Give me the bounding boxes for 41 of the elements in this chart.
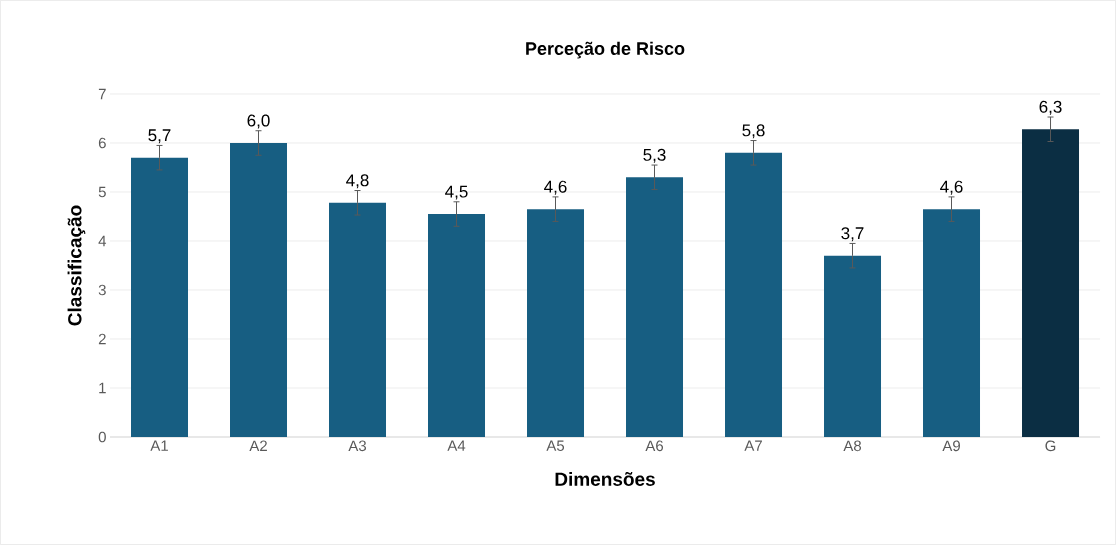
bar xyxy=(725,152,783,437)
data-label: 4,5 xyxy=(445,185,468,200)
bar xyxy=(230,143,287,437)
bar xyxy=(923,209,981,437)
bar xyxy=(626,177,684,437)
x-tick-label: A7 xyxy=(744,440,762,451)
y-tick-label: 1 xyxy=(99,382,106,394)
data-label: 6,3 xyxy=(1039,100,1062,115)
x-tick-label: A3 xyxy=(348,440,367,452)
data-label: 3,7 xyxy=(841,227,864,242)
data-label: 5,8 xyxy=(742,124,765,139)
x-tick-label: A1 xyxy=(150,440,168,451)
data-label: 6,0 xyxy=(247,114,270,129)
y-tick-label: 7 xyxy=(98,88,106,100)
data-label: 4,8 xyxy=(346,174,369,189)
y-tick-label: 0 xyxy=(98,431,106,443)
bar xyxy=(824,255,882,437)
bar xyxy=(329,202,386,437)
bar xyxy=(527,209,585,437)
chart-title: Perceção de Risco xyxy=(526,41,685,59)
x-tick-label: A6 xyxy=(645,440,664,452)
data-label: 5,7 xyxy=(148,129,171,144)
x-tick-label: A4 xyxy=(447,440,466,451)
x-tick-label: A2 xyxy=(249,440,267,451)
bar xyxy=(428,214,486,437)
data-label: 4,6 xyxy=(940,180,963,195)
y-tick-label: 4 xyxy=(98,235,107,247)
y-tick-label: 6 xyxy=(98,137,106,149)
data-label: 4,6 xyxy=(544,180,567,195)
x-tick-label: A9 xyxy=(942,440,960,452)
y-tick-label: 5 xyxy=(98,186,106,198)
x-tick-label: A5 xyxy=(546,440,565,451)
x-tick-label: G xyxy=(1045,440,1056,452)
y-tick-label: 2 xyxy=(98,333,106,345)
bar xyxy=(131,157,188,437)
x-tick-label: A8 xyxy=(843,440,862,452)
y-axis-title: Classificação xyxy=(67,205,86,326)
y-tick-label: 3 xyxy=(98,284,106,296)
data-label: 5,3 xyxy=(643,148,666,163)
x-axis-title: Dimensões xyxy=(555,471,655,486)
bar xyxy=(1022,129,1080,437)
